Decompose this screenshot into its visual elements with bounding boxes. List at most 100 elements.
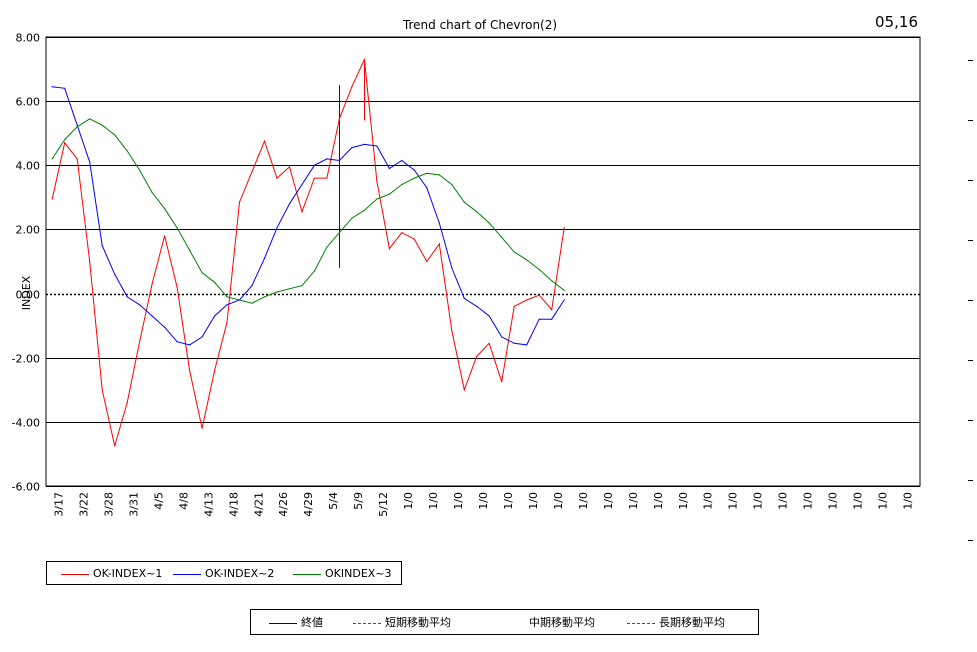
data-point — [89, 161, 91, 163]
x-tick-labels: 3/17 3/22 3/28 3/31 4/5 4/8 4/13 4/18 4/21 4/26 4/… — [52, 492, 914, 517]
data-point — [388, 248, 390, 250]
x-tick-label: 1/0 — [452, 492, 465, 510]
legend-swatch-green — [293, 573, 321, 575]
data-point — [189, 249, 191, 251]
data-point — [114, 273, 116, 275]
y-tick-label: -2.00 — [12, 353, 40, 366]
data-point — [76, 158, 78, 160]
x-tick-label: 4/26 — [277, 492, 290, 517]
data-point — [301, 183, 303, 186]
data-point — [238, 201, 241, 203]
data-point — [251, 285, 253, 287]
data-point — [263, 257, 266, 259]
data-point — [488, 342, 490, 344]
plot-frame — [45, 36, 921, 487]
data-point — [451, 329, 453, 332]
data-point — [526, 344, 528, 346]
data-point — [488, 315, 490, 317]
legend-item-mid-ma: 中期移動平均 — [497, 617, 595, 629]
data-point — [238, 299, 241, 301]
x-tick-label: 4/5 — [152, 492, 165, 510]
data-point — [151, 283, 153, 285]
data-point — [101, 124, 103, 126]
x-tick-label: 5/4 — [327, 492, 340, 510]
data-point — [139, 341, 141, 343]
x-tick-label: 1/0 — [827, 492, 840, 510]
x-tick-label: 1/0 — [902, 492, 915, 510]
data-point — [313, 164, 315, 166]
data-point — [538, 294, 540, 296]
series-line-2 — [52, 86, 565, 346]
moving-average-legend: 終値 短期移動平均 中期移動平均 長期移動平均 — [250, 609, 759, 635]
data-point — [201, 272, 203, 274]
data-point — [451, 267, 453, 269]
data-point — [476, 211, 478, 213]
data-point — [101, 244, 103, 247]
data-point — [501, 336, 503, 338]
legend-label: OK-INDEX~2 — [205, 567, 275, 580]
x-tick-label: 1/0 — [727, 492, 740, 510]
data-point — [426, 260, 428, 263]
legend-label: 終値 — [301, 616, 323, 629]
y-tick-label: -6.00 — [12, 481, 40, 494]
data-point — [164, 326, 166, 328]
x-tick-label: 4/21 — [252, 492, 265, 517]
data-point — [401, 183, 403, 186]
x-tick-label: 1/0 — [802, 492, 815, 510]
y-tick-labels: 8.00 6.00 4.00 2.00 0.00 -2.00 -4.00 -6.00 — [12, 32, 40, 494]
x-tick-label: 1/0 — [677, 492, 690, 510]
data-point — [551, 280, 553, 282]
x-tick-label: 4/29 — [302, 492, 315, 517]
date-code: 05,16 — [875, 13, 918, 31]
x-tick-label: 3/28 — [102, 492, 115, 517]
data-point — [276, 177, 278, 179]
data-point — [64, 87, 66, 89]
data-point — [51, 198, 53, 200]
data-point — [526, 299, 528, 301]
data-series — [51, 57, 565, 447]
data-point — [126, 296, 128, 298]
y-tick-label: 4.00 — [16, 160, 41, 173]
data-point — [301, 285, 303, 287]
x-tick-label: 1/0 — [702, 492, 715, 510]
data-point — [338, 118, 340, 120]
x-tick-label: 1/0 — [777, 492, 790, 510]
data-point — [189, 344, 191, 346]
data-point — [64, 142, 66, 144]
data-point — [164, 208, 166, 210]
legend-label: OK-INDEX~1 — [93, 567, 163, 580]
x-tick-label: 3/17 — [52, 492, 65, 517]
data-point — [164, 235, 166, 237]
data-point — [189, 369, 191, 372]
data-point — [488, 222, 490, 224]
data-point — [563, 227, 565, 229]
data-point — [76, 126, 78, 128]
legend-item-close: 終値 — [269, 617, 323, 629]
legend-label: 短期移動平均 — [385, 616, 451, 629]
data-point — [501, 236, 503, 238]
data-point — [438, 222, 440, 224]
data-point — [551, 309, 553, 311]
x-tick-label: 1/0 — [427, 492, 440, 510]
x-tick-label: 1/0 — [652, 492, 665, 510]
legend-swatch-navy — [269, 622, 297, 624]
data-point — [401, 159, 403, 162]
y-tick-label: -4.00 — [12, 417, 40, 430]
x-tick-label: 5/12 — [377, 492, 390, 517]
chart-title: Trend chart of Chevron(2) — [402, 18, 557, 32]
data-point — [363, 143, 365, 145]
data-point — [114, 445, 116, 447]
data-point — [563, 289, 565, 291]
data-point — [363, 58, 365, 61]
data-point — [476, 355, 478, 357]
data-point — [376, 145, 378, 147]
data-point — [151, 191, 153, 194]
data-point — [538, 318, 540, 320]
data-point — [326, 177, 328, 179]
series-line-1 — [51, 57, 565, 447]
data-point — [301, 211, 303, 213]
data-point — [326, 246, 328, 248]
data-point — [351, 217, 353, 219]
x-tick-label: 4/13 — [202, 492, 215, 517]
